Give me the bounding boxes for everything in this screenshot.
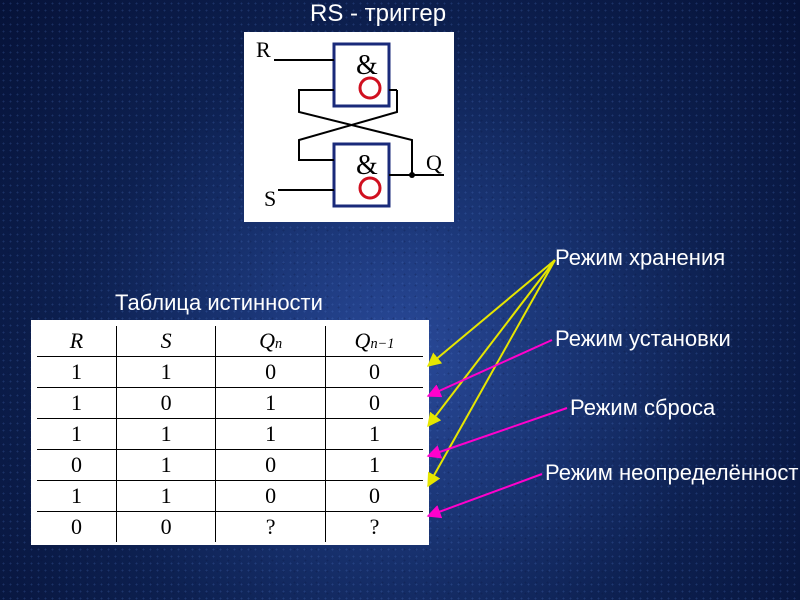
table-cell: ? [325,512,423,543]
mode-storage-label: Режим хранения [555,245,725,271]
table-cell: 0 [325,357,423,388]
arrow-storage-1 [428,260,555,366]
gate-top-label: & [356,50,378,81]
arrow-storage-3 [428,260,555,486]
table-cell: 1 [116,419,216,450]
table-cell: 1 [116,450,216,481]
table-cell: 1 [37,419,116,450]
table-cell: ? [216,512,326,543]
arrow-set [428,340,552,396]
mode-reset-label: Режим сброса [570,395,715,421]
table-cell: 0 [216,357,326,388]
table-cell: 0 [216,450,326,481]
label-r: R [256,37,271,62]
arrow-reset [428,408,567,456]
truth-tbody: 1100101011110101110000?? [37,357,423,543]
table-row: 00?? [37,512,423,543]
label-s: S [264,186,276,211]
page-title: RS - триггер [310,0,446,28]
table-cell: 1 [37,481,116,512]
mode-undef-label: Режим неопределённости [545,460,800,486]
th-qn1: Qn−1 [325,326,423,357]
schematic-panel: & & R S Q [244,32,454,222]
truth-table-title: Таблица истинности [115,290,323,316]
gate-bottom-label: & [356,150,378,181]
table-cell: 0 [116,388,216,419]
table-cell: 1 [116,481,216,512]
th-r: R [37,326,116,357]
table-cell: 0 [216,481,326,512]
table-cell: 0 [37,512,116,543]
th-s: S [116,326,216,357]
table-row: 1100 [37,481,423,512]
truth-table-panel: R S Qn Qn−1 1100101011110101110000?? [31,320,429,545]
label-q: Q [426,150,442,175]
table-cell: 1 [325,419,423,450]
nand-bubble-bottom [360,178,380,198]
table-row: 1100 [37,357,423,388]
table-cell: 1 [37,357,116,388]
table-cell: 1 [216,388,326,419]
rs-trigger-schematic: & & R S Q [244,32,454,222]
table-cell: 1 [216,419,326,450]
truth-table: R S Qn Qn−1 1100101011110101110000?? [37,326,423,542]
table-cell: 0 [37,450,116,481]
table-cell: 1 [116,357,216,388]
table-cell: 0 [325,388,423,419]
table-cell: 0 [116,512,216,543]
table-row: 0101 [37,450,423,481]
nand-bubble-top [360,78,380,98]
table-row: 1010 [37,388,423,419]
th-qn: Qn [216,326,326,357]
table-cell: 0 [325,481,423,512]
mode-set-label: Режим установки [555,326,731,352]
table-row: 1111 [37,419,423,450]
table-cell: 1 [37,388,116,419]
arrow-storage-2 [428,260,555,426]
table-cell: 1 [325,450,423,481]
arrow-undef [428,474,542,516]
